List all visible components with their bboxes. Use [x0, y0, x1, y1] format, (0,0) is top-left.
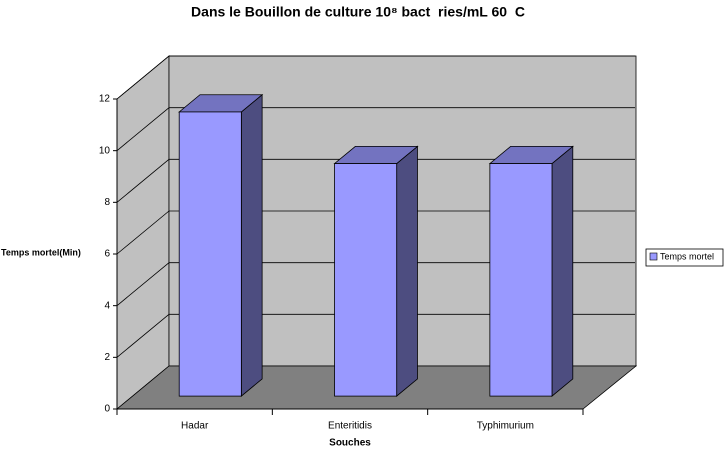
chart-title: Dans le Bouillon de culture 10⁸ bact rie… — [191, 4, 525, 20]
bar — [178, 111, 242, 397]
x-tick-label: Enteritidis — [328, 421, 372, 432]
grid-line — [116, 55, 170, 100]
grid-line — [116, 262, 170, 306]
grid-line — [116, 107, 170, 151]
legend-swatch — [649, 252, 658, 261]
y-tick-label: 12 — [99, 94, 111, 105]
bar — [334, 163, 398, 397]
y-tick-label: 2 — [104, 352, 110, 363]
y-tick-label: 10 — [99, 145, 111, 156]
legend-box — [645, 248, 724, 267]
y-axis-label: Temps mortel(Min) — [1, 247, 81, 257]
x-tick-label: Hadar — [181, 421, 209, 432]
grid-line — [116, 314, 170, 358]
x-axis-label: Souches — [329, 438, 371, 449]
legend-label: Temps mortel — [660, 251, 714, 261]
y-tick-label: 8 — [104, 197, 110, 208]
y-tick-label: 4 — [104, 300, 110, 311]
y-tick-label: 0 — [104, 404, 110, 415]
bar-side — [240, 93, 263, 397]
bar — [489, 163, 553, 397]
x-tick-label: Typhimurium — [477, 421, 534, 432]
grid-line — [116, 159, 170, 203]
y-tick-label: 6 — [104, 249, 110, 260]
bar-side — [396, 145, 418, 397]
bar-side — [551, 145, 574, 397]
grid-line — [116, 210, 170, 255]
